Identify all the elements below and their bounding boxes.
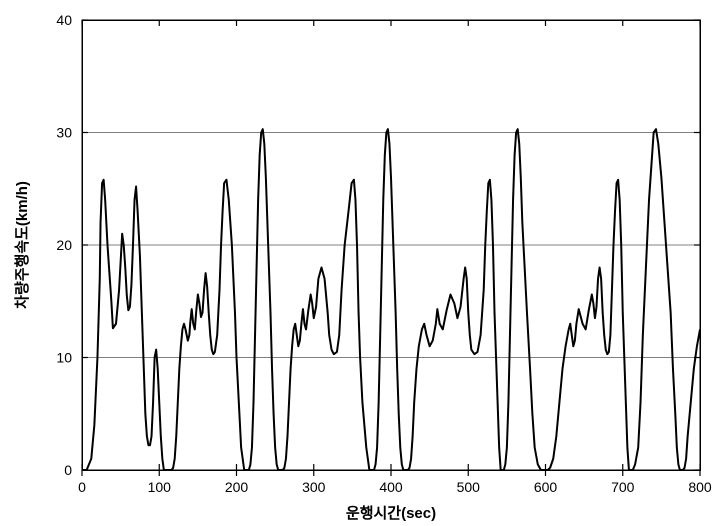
- y-tick-label: 10: [56, 350, 72, 366]
- chart-svg: 0102030400100200300400500600700800운행시간(s…: [0, 0, 723, 526]
- x-tick-label: 400: [379, 479, 403, 495]
- x-tick-label: 0: [78, 479, 86, 495]
- y-tick-label: 20: [56, 237, 72, 253]
- x-tick-label: 200: [225, 479, 249, 495]
- y-tick-label: 40: [56, 12, 72, 28]
- x-tick-label: 700: [611, 479, 635, 495]
- x-tick-label: 500: [457, 479, 481, 495]
- x-tick-label: 800: [688, 479, 712, 495]
- x-axis-title: 운행시간(sec): [346, 505, 436, 522]
- x-tick-label: 600: [534, 479, 558, 495]
- line-chart: 0102030400100200300400500600700800운행시간(s…: [0, 0, 723, 526]
- y-tick-label: 30: [56, 125, 72, 141]
- x-tick-label: 300: [302, 479, 326, 495]
- x-tick-label: 100: [148, 479, 172, 495]
- y-tick-label: 0: [64, 462, 72, 478]
- y-axis-title: 차량주행속도(km/h): [13, 181, 31, 309]
